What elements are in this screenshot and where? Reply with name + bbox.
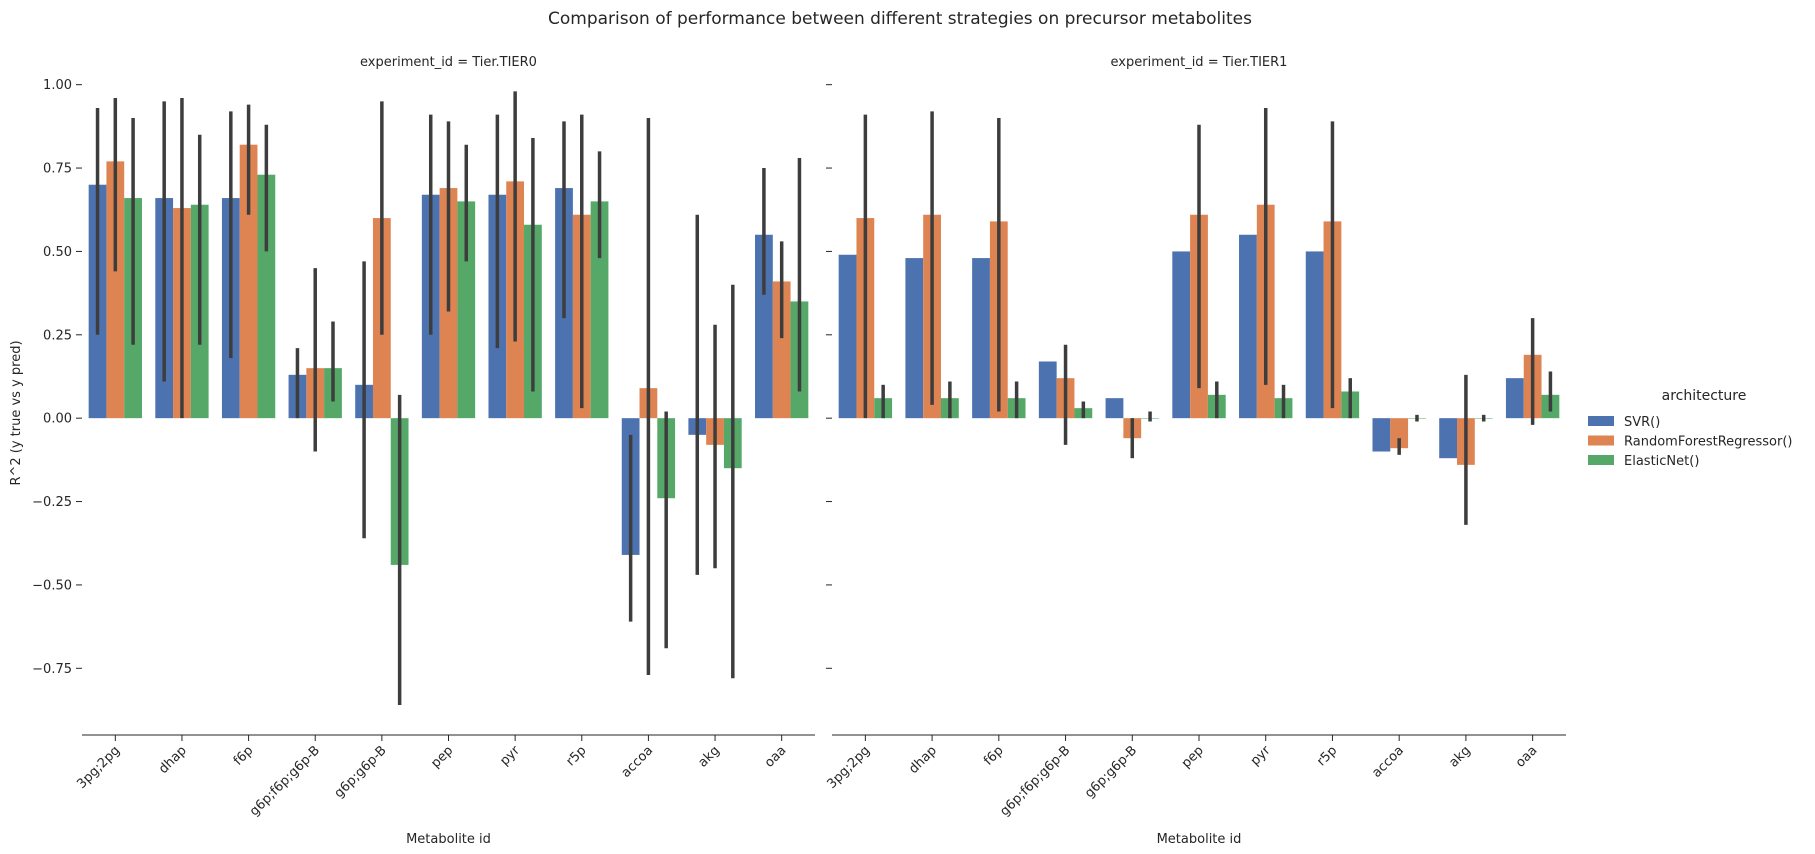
bar — [1439, 418, 1458, 459]
bar — [590, 201, 609, 419]
x-axis-label: Metabolite id — [406, 832, 491, 847]
x-tick-label: 3pg;2pg — [74, 743, 123, 792]
legend-label: SVR() — [1624, 415, 1660, 430]
legend-label: RandomForestRegressor() — [1624, 435, 1792, 450]
bar — [1105, 398, 1124, 419]
x-tick-label: f6p — [981, 743, 1007, 769]
x-tick-label: oaa — [762, 743, 789, 770]
bar — [239, 144, 258, 419]
bar — [1038, 361, 1057, 419]
x-tick-label: pep — [428, 743, 456, 771]
y-tick-label: 0.50 — [43, 245, 72, 260]
x-tick-label: g6p;g6p-B — [332, 743, 390, 801]
bar — [838, 254, 857, 419]
y-tick-label: −0.75 — [32, 662, 72, 677]
bar — [257, 174, 276, 419]
x-tick-label: pyr — [497, 743, 523, 769]
y-tick-label: 0.75 — [43, 162, 72, 177]
y-tick-label: 1.00 — [43, 78, 72, 93]
facet-title: experiment_id = Tier.TIER0 — [360, 55, 537, 70]
facets: experiment_id = Tier.TIER0 −0.75 −0.50 −0.2… — [32, 55, 1566, 847]
x-tick-label: f6p — [231, 743, 257, 769]
legend-label: ElasticNet() — [1624, 454, 1699, 469]
bar — [772, 281, 791, 419]
bar — [1390, 418, 1409, 449]
x-tick-label: akg — [695, 743, 722, 770]
facet-panel-0: experiment_id = Tier.TIER0 −0.75 −0.50 −0.2… — [32, 55, 815, 847]
x-tick-label: r5p — [1314, 743, 1340, 769]
bar — [1172, 251, 1191, 419]
bar — [1372, 418, 1391, 452]
bar — [1239, 234, 1257, 419]
chart-title: Comparison of performance between differ… — [548, 9, 1252, 29]
x-tick-label: oaa — [1513, 743, 1540, 770]
bar — [106, 161, 125, 419]
bar — [755, 234, 773, 419]
legend-swatch — [1588, 416, 1614, 426]
x-tick-label: pyr — [1248, 743, 1274, 769]
x-tick-label: g6p;g6p-B — [1082, 743, 1140, 801]
x-tick-label: accoa — [1369, 743, 1407, 781]
bar — [1305, 251, 1324, 419]
x-tick-label: g6p;f6p;g6p-B — [997, 743, 1073, 819]
legend-swatch — [1588, 435, 1614, 446]
legend-swatch — [1588, 455, 1614, 465]
facet-title: experiment_id = Tier.TIER1 — [1111, 55, 1288, 70]
x-tick-label: dhap — [156, 743, 190, 777]
x-tick-label: akg — [1446, 743, 1473, 770]
y-axis-label: R^2 (y true vs y pred) — [9, 340, 24, 485]
x-tick-label: r5p — [564, 743, 590, 769]
x-tick-label: accoa — [619, 743, 657, 781]
bar — [972, 258, 990, 419]
bar — [457, 201, 476, 419]
x-tick-label: 3pg;2pg — [824, 743, 873, 792]
legend-title: architecture — [1662, 388, 1747, 404]
x-tick-label: g6p;f6p;g6p-B — [247, 743, 323, 819]
facet-panel-1: experiment_id = Tier.TIER1 3pg;2pg dhap f6p… — [824, 55, 1566, 847]
y-tick-label: −0.25 — [32, 495, 72, 510]
y-tick-label: −0.50 — [32, 578, 72, 593]
x-axis-label: Metabolite id — [1157, 832, 1242, 847]
bar — [905, 258, 924, 419]
x-tick-label: pep — [1179, 743, 1207, 771]
y-tick-label: 0.00 — [43, 412, 72, 427]
x-tick-label: dhap — [906, 743, 940, 777]
y-tick-label: 0.25 — [43, 328, 72, 343]
bar — [1505, 378, 1524, 419]
